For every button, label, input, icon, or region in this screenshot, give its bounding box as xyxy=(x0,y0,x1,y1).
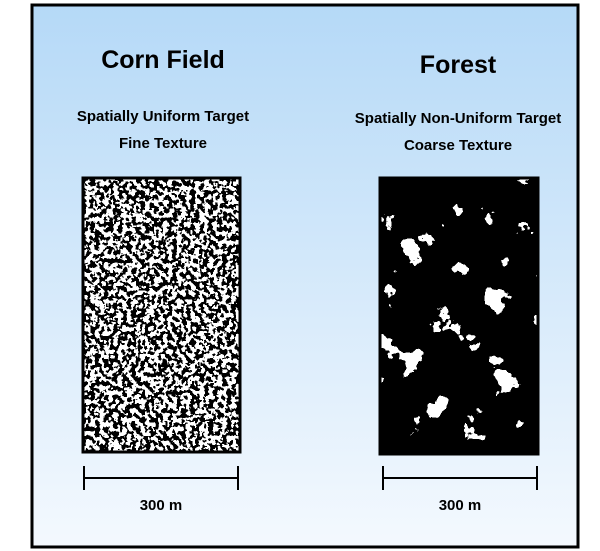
panel-subtitle: Spatially Non-Uniform Target xyxy=(355,110,561,127)
panel-subtitle: Coarse Texture xyxy=(404,137,512,154)
panel-title: Forest xyxy=(420,51,497,79)
scale-label: 300 m xyxy=(439,497,482,514)
slide: Corn Field Spatially Uniform Target Fine… xyxy=(0,0,600,551)
panel-subtitle: Spatially Uniform Target xyxy=(77,108,249,125)
page: {"panels": [ {"title": "Corn Field", "su… xyxy=(0,0,600,551)
panel-title: Corn Field xyxy=(101,46,225,74)
texture-image xyxy=(380,178,538,454)
panel-subtitle: Fine Texture xyxy=(119,135,207,152)
scale-label: 300 m xyxy=(140,497,183,514)
texture-image xyxy=(83,178,240,452)
